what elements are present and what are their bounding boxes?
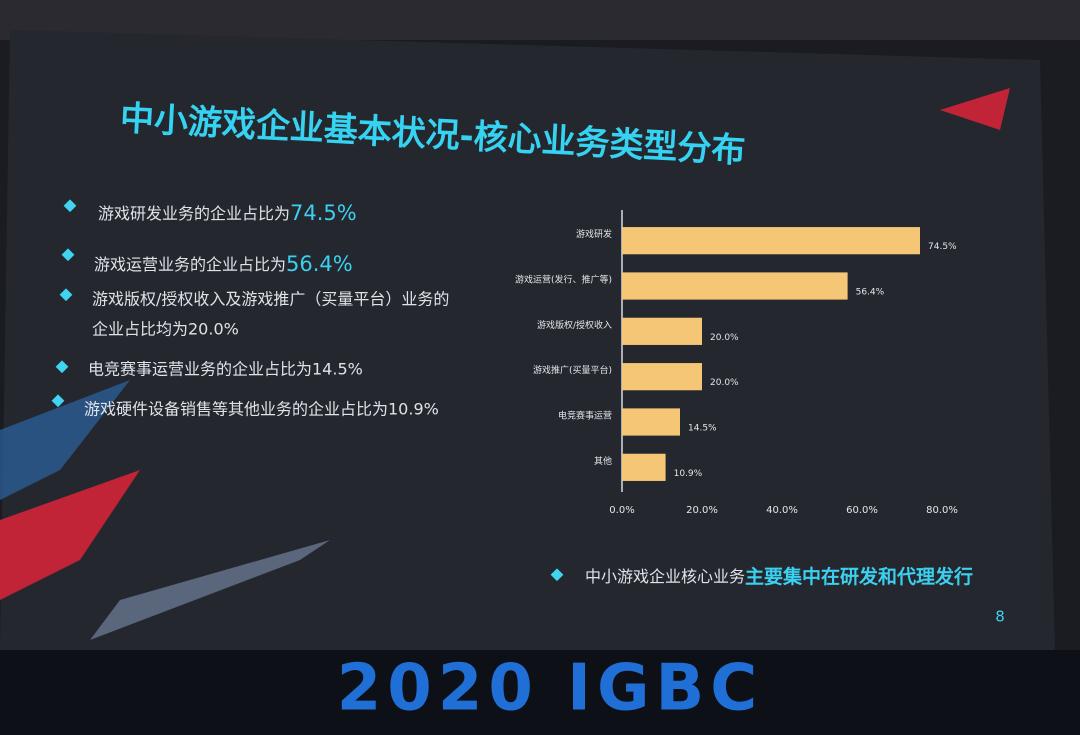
bullet-text: 电竞赛事运营业务的企业占比为14.5%: [88, 360, 363, 379]
banner-text: 2020 IGBC: [337, 652, 764, 726]
decor-blue: [0, 380, 130, 500]
bullet-text: 企业占比均为20.0%: [92, 320, 239, 339]
value-label: 14.5%: [688, 424, 717, 434]
x-tick-label: 80.0%: [926, 505, 958, 516]
value-label: 10.9%: [674, 469, 703, 479]
value-label: 20.0%: [710, 378, 739, 388]
value-label: 56.4%: [856, 288, 885, 298]
x-tick-label: 20.0%: [686, 505, 718, 516]
screen: [0, 30, 1055, 650]
bullets: 游戏研发业务的企业占比为74.5% 游戏运营业务的企业占比为56.4% 游戏版权…: [51, 199, 449, 419]
decor-red-right: [940, 88, 1010, 130]
y-tick-label: 游戏版权/授权收入: [537, 319, 612, 331]
bullet-text: 游戏硬件设备销售等其他业务的企业占比为10.9%: [84, 400, 439, 419]
bullet-text: 游戏版权/授权收入及游戏推广（买量平台）业务的: [92, 290, 449, 309]
x-tick-label: 40.0%: [766, 505, 798, 516]
bar: [622, 408, 680, 436]
x-tick-label: 60.0%: [846, 505, 878, 516]
y-tick-label: 游戏推广(买量平台): [533, 364, 612, 376]
conclusion: 中小游戏企业核心业务主要集中在研发和代理发行: [585, 565, 973, 588]
bullet-diamond: [550, 568, 564, 582]
y-tick-label: 其他: [594, 455, 612, 467]
stage-banner: [0, 650, 1080, 735]
y-tick-label: 游戏研发: [576, 228, 612, 240]
bar: [622, 363, 702, 391]
bullet-text: 游戏运营业务的企业占比为56.4%: [94, 252, 353, 276]
y-tick-label: 游戏运营(发行、推广等): [515, 274, 612, 286]
bullet-highlight: 56.4%: [286, 252, 353, 276]
bullet-diamond: [63, 199, 77, 213]
bar: [622, 272, 848, 300]
page-number: 8: [995, 608, 1005, 626]
bullet-text: 游戏研发业务的企业占比为74.5%: [98, 201, 357, 225]
ceiling: [0, 0, 1080, 40]
plot: 0.0% 20.0% 40.0% 60.0% 80.0% 游戏研发 74.5% 游戏运营(发行…: [515, 227, 958, 516]
value-label: 20.0%: [710, 333, 739, 343]
value-label: 74.5%: [928, 242, 957, 252]
decor-red: [0, 470, 140, 600]
conclusion-text: 中小游戏企业核心业务: [585, 567, 745, 586]
decor-light: [90, 540, 330, 640]
bullet-highlight: 74.5%: [290, 201, 357, 225]
bar: [622, 453, 666, 481]
bar: [622, 317, 702, 345]
x-tick-label: 0.0%: [609, 505, 634, 516]
bar: [622, 227, 920, 255]
conclusion-highlight: 主要集中在研发和代理发行: [745, 565, 973, 588]
bullet-text-part: 游戏运营业务的企业占比为: [94, 255, 286, 274]
bullet-text-part: 游戏研发业务的企业占比为: [98, 204, 290, 223]
y-tick-label: 电竞赛事运营: [558, 410, 612, 422]
